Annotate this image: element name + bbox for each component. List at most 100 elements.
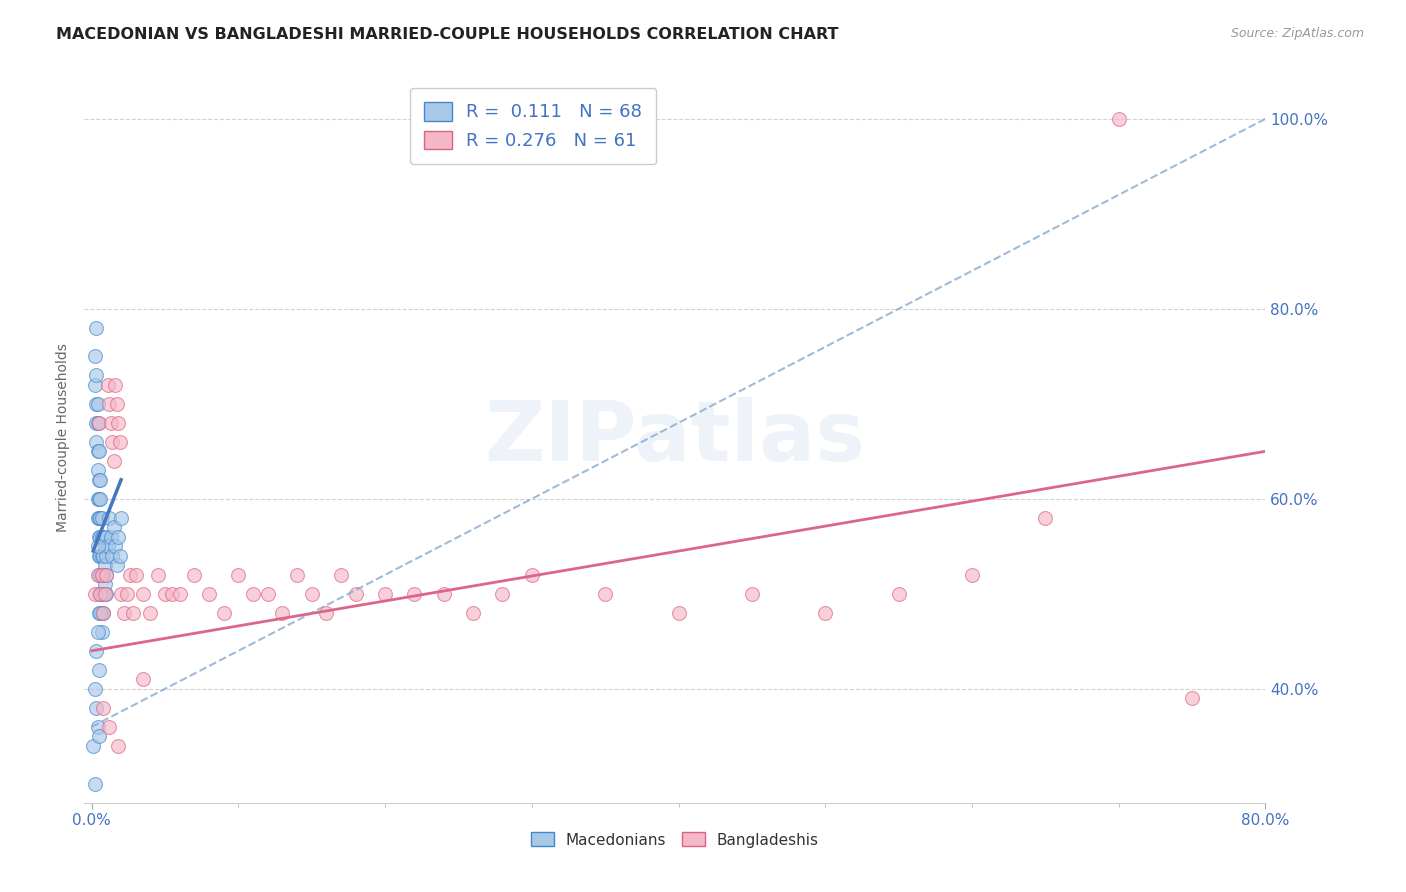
Text: MACEDONIAN VS BANGLADESHI MARRIED-COUPLE HOUSEHOLDS CORRELATION CHART: MACEDONIAN VS BANGLADESHI MARRIED-COUPLE… [56,27,839,42]
Point [86,416,108,430]
Y-axis label: Married-couple Households: Married-couple Households [56,343,70,532]
Point [94,539,117,553]
Point [100,416,122,430]
Point [89,530,111,544]
Point [93,606,115,620]
Point [83,777,105,791]
Point [271,606,294,620]
Point [108,549,131,563]
Point [112,606,135,620]
Point [87,491,110,506]
Point [104,539,127,553]
Point [110,511,132,525]
Point [91,606,114,620]
Point [93,587,115,601]
Point [94,587,117,601]
Point [86,491,108,506]
Point [91,567,114,582]
Point [520,567,543,582]
Point [96,549,118,563]
Point [104,377,127,392]
Point [89,491,111,506]
Point [374,587,396,601]
Point [100,530,122,544]
Point [89,567,111,582]
Point [84,368,107,383]
Point [84,397,107,411]
Point [91,549,114,563]
Point [86,511,108,525]
Point [93,606,115,620]
Point [87,663,110,677]
Text: Source: ZipAtlas.com: Source: ZipAtlas.com [1230,27,1364,40]
Point [93,549,115,563]
Point [118,567,141,582]
Point [84,416,107,430]
Point [82,739,104,753]
Point [84,321,107,335]
Point [1181,691,1204,706]
Point [103,520,125,534]
Point [593,587,616,601]
Point [96,530,118,544]
Point [256,587,278,601]
Point [94,577,117,591]
Point [89,587,111,601]
Point [93,530,115,544]
Point [1108,112,1130,126]
Point [242,587,264,601]
Point [94,558,117,573]
Point [93,701,115,715]
Point [108,434,131,449]
Point [87,587,110,601]
Point [98,720,121,734]
Point [285,567,308,582]
Point [491,587,513,601]
Point [814,606,837,620]
Point [162,587,184,601]
Point [97,377,120,392]
Legend: Macedonians, Bangladeshis: Macedonians, Bangladeshis [524,826,825,854]
Point [84,701,107,715]
Point [433,587,456,601]
Point [463,606,485,620]
Point [183,567,205,582]
Point [86,720,108,734]
Point [96,567,118,582]
Point [330,567,353,582]
Point [87,530,110,544]
Point [93,567,115,582]
Point [103,454,125,468]
Point [87,473,110,487]
Point [96,587,118,601]
Point [87,416,110,430]
Point [87,567,110,582]
Point [91,587,114,601]
Point [212,606,235,620]
Point [198,587,221,601]
Point [132,673,155,687]
Point [84,434,107,449]
Point [86,624,108,639]
Point [107,530,129,544]
Point [315,606,337,620]
Point [228,567,250,582]
Point [117,805,139,820]
Point [87,444,110,458]
Point [83,377,105,392]
Point [86,567,108,582]
Point [404,587,426,601]
Point [139,606,162,620]
Point [121,606,143,620]
Point [91,624,114,639]
Point [107,739,129,753]
Point [107,416,129,430]
Point [1033,511,1056,525]
Point [83,587,105,601]
Point [98,397,121,411]
Point [87,511,110,525]
Point [153,587,176,601]
Point [110,587,132,601]
Point [86,444,108,458]
Point [115,587,138,601]
